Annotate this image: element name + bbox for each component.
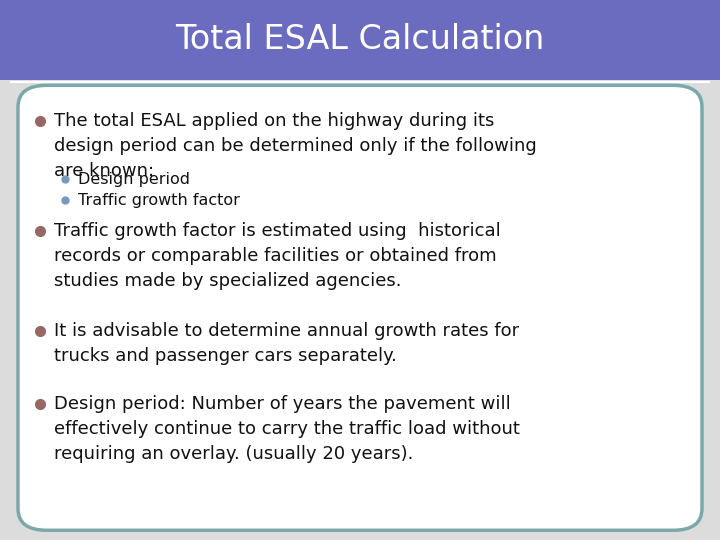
- Text: Traffic growth factor: Traffic growth factor: [78, 193, 240, 208]
- Text: The total ESAL applied on the highway during its
design period can be determined: The total ESAL applied on the highway du…: [54, 112, 536, 180]
- Text: It is advisable to determine annual growth rates for
trucks and passenger cars s: It is advisable to determine annual grow…: [54, 322, 519, 365]
- Text: Traffic growth factor is estimated using  historical
records or comparable facil: Traffic growth factor is estimated using…: [54, 222, 500, 290]
- FancyBboxPatch shape: [18, 85, 702, 530]
- Text: Design period: Number of years the pavement will
effectively continue to carry t: Design period: Number of years the pavem…: [54, 395, 520, 463]
- Text: Design period: Design period: [78, 172, 190, 187]
- Text: Total ESAL Calculation: Total ESAL Calculation: [175, 23, 545, 57]
- FancyBboxPatch shape: [0, 0, 720, 80]
